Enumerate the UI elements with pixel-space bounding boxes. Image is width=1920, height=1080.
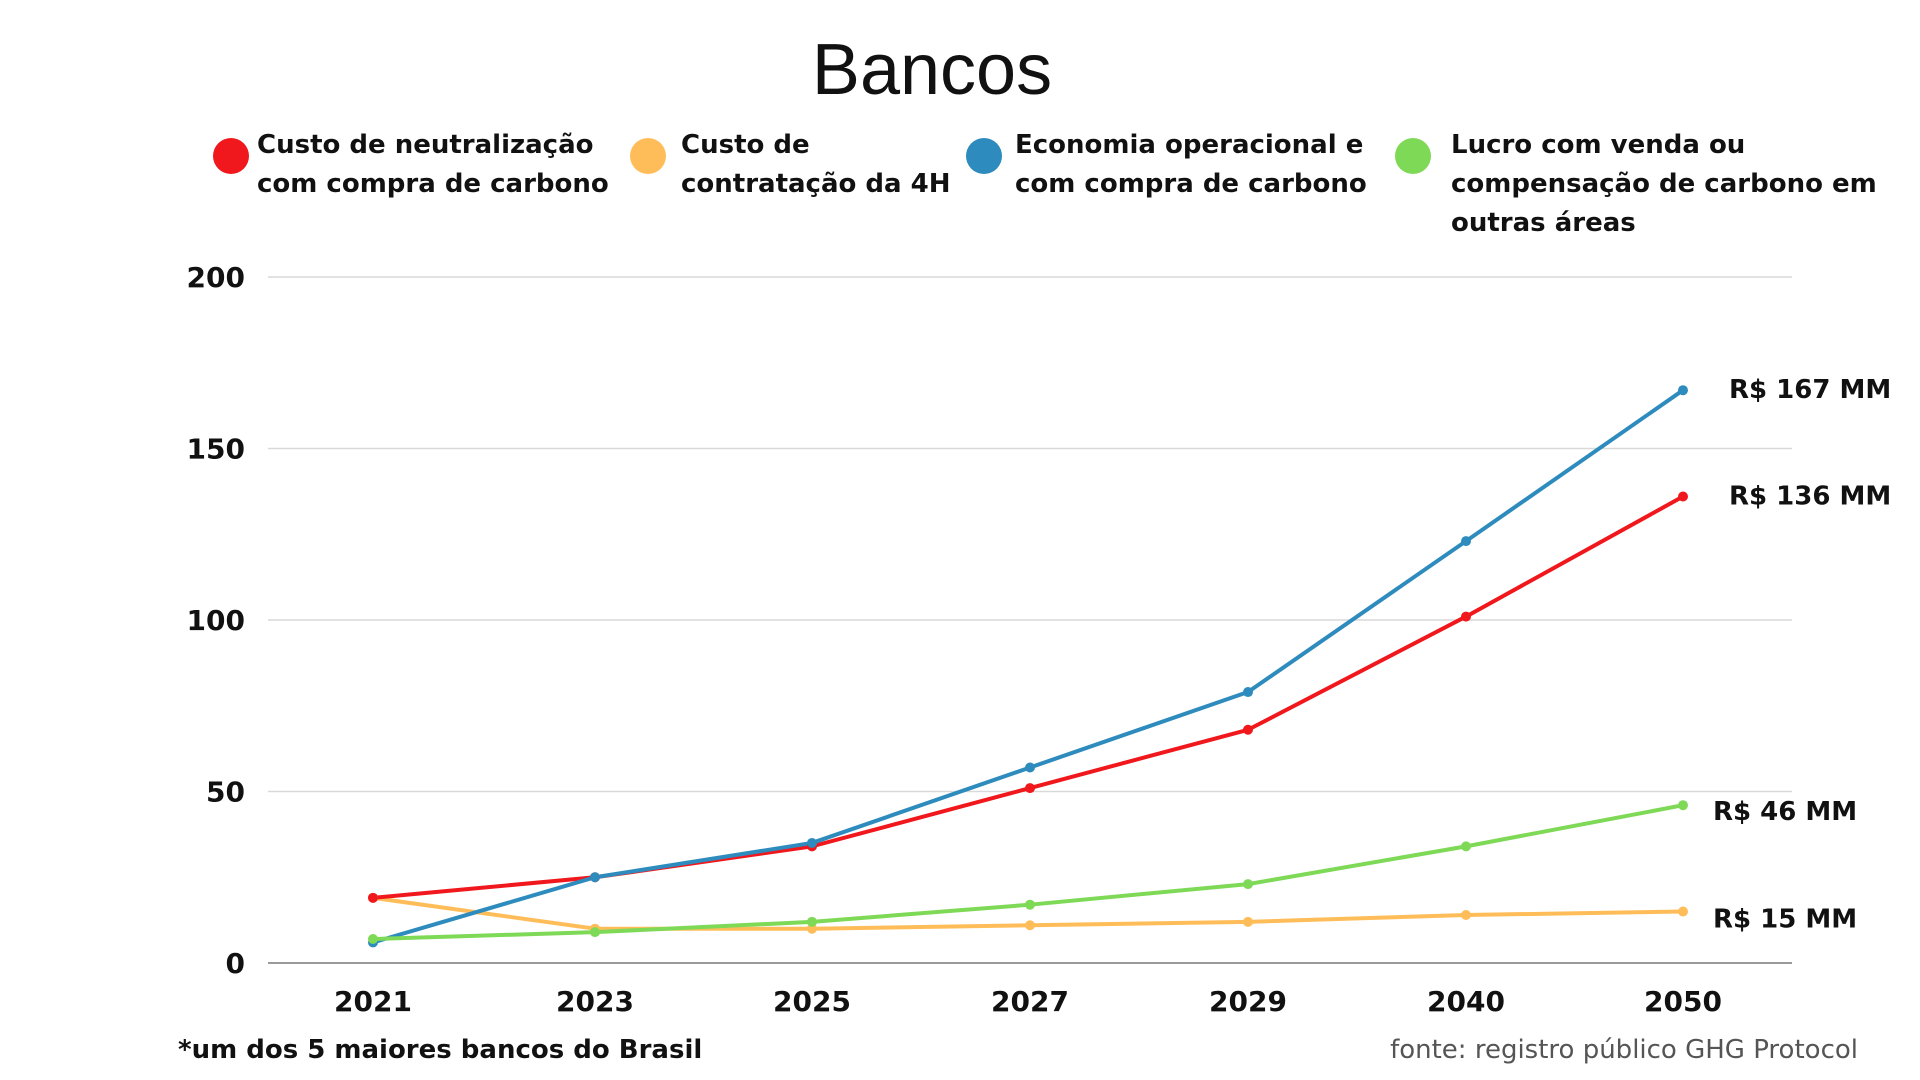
- x-tick-label: 2040: [1427, 985, 1505, 1018]
- legend-label: outras áreas: [1451, 208, 1636, 238]
- data-point: [1461, 611, 1471, 622]
- legend: Custo de neutralização com compra de carb…: [213, 130, 1877, 238]
- y-axis-ticks: 0 50 100 150 200: [187, 261, 245, 980]
- legend-item: Economia operacional e com compra de carb…: [966, 130, 1367, 199]
- data-point: [807, 923, 817, 934]
- legend-item: Custo de contratação da 4H: [630, 130, 950, 199]
- legend-swatch: [1395, 138, 1431, 174]
- gridlines: [268, 276, 1792, 964]
- data-point: [590, 927, 600, 938]
- legend-label: Economia operacional e: [1015, 130, 1363, 160]
- data-point: [1461, 909, 1471, 920]
- series-line: [371, 494, 1685, 900]
- series-lines: [371, 388, 1685, 945]
- data-point: [1243, 916, 1253, 927]
- legend-swatch: [630, 138, 666, 174]
- data-point: [1025, 899, 1035, 910]
- footnote: *um dos 5 maiores bancos do Brasil: [178, 1035, 702, 1065]
- data-point: [1025, 783, 1035, 794]
- legend-label: Custo de neutralização: [257, 130, 593, 160]
- source-note: fonte: registro público GHG Protocol: [1390, 1035, 1858, 1065]
- data-point: [368, 892, 378, 903]
- series-line: [371, 803, 1685, 941]
- series-line: [371, 388, 1685, 945]
- legend-label: com compra de carbono: [1015, 169, 1367, 199]
- data-point: [1678, 385, 1688, 396]
- data-point: [1678, 906, 1688, 917]
- series-points: [368, 385, 1688, 948]
- data-point: [807, 916, 817, 927]
- x-axis-ticks: 2021 2023 2025 2027 2029 2040 2050: [334, 985, 1722, 1018]
- data-point: [368, 933, 378, 944]
- y-tick-label: 0: [226, 947, 245, 980]
- y-tick-label: 100: [187, 604, 245, 637]
- data-point: [1678, 800, 1688, 811]
- data-point: [1461, 536, 1471, 547]
- legend-label: contratação da 4H: [681, 169, 950, 199]
- legend-item: Lucro com venda ou compensação de carbono…: [1395, 130, 1877, 238]
- x-tick-label: 2021: [334, 985, 412, 1018]
- x-tick-label: 2025: [773, 985, 851, 1018]
- end-value-label: R$ 136 MM: [1729, 482, 1891, 512]
- data-point: [807, 837, 817, 848]
- data-point: [1461, 841, 1471, 852]
- legend-item: Custo de neutralização com compra de carb…: [213, 130, 609, 199]
- x-tick-label: 2023: [556, 985, 634, 1018]
- data-point: [1025, 762, 1035, 773]
- data-point: [1243, 879, 1253, 890]
- chart-title: Bancos: [812, 30, 1052, 110]
- legend-swatch: [966, 138, 1002, 174]
- data-point: [590, 872, 600, 883]
- data-point: [1025, 920, 1035, 931]
- y-tick-label: 150: [187, 433, 245, 466]
- legend-label: compensação de carbono em: [1451, 169, 1877, 199]
- x-tick-label: 2027: [991, 985, 1069, 1018]
- end-value-label: R$ 15 MM: [1713, 905, 1857, 935]
- data-point: [1243, 724, 1253, 735]
- legend-label: Lucro com venda ou: [1451, 130, 1745, 160]
- legend-swatch: [213, 138, 249, 174]
- end-labels: R$ 136 MM R$ 15 MM R$ 167 MM R$ 46 MM: [1713, 375, 1891, 934]
- data-point: [1678, 491, 1688, 502]
- legend-label: com compra de carbono: [257, 169, 609, 199]
- x-tick-label: 2029: [1209, 985, 1287, 1018]
- end-value-label: R$ 46 MM: [1713, 797, 1857, 827]
- y-tick-label: 50: [206, 776, 245, 809]
- end-value-label: R$ 167 MM: [1729, 375, 1891, 405]
- legend-label: Custo de: [681, 130, 810, 160]
- x-tick-label: 2050: [1644, 985, 1722, 1018]
- data-point: [1243, 687, 1253, 698]
- y-tick-label: 200: [187, 261, 245, 294]
